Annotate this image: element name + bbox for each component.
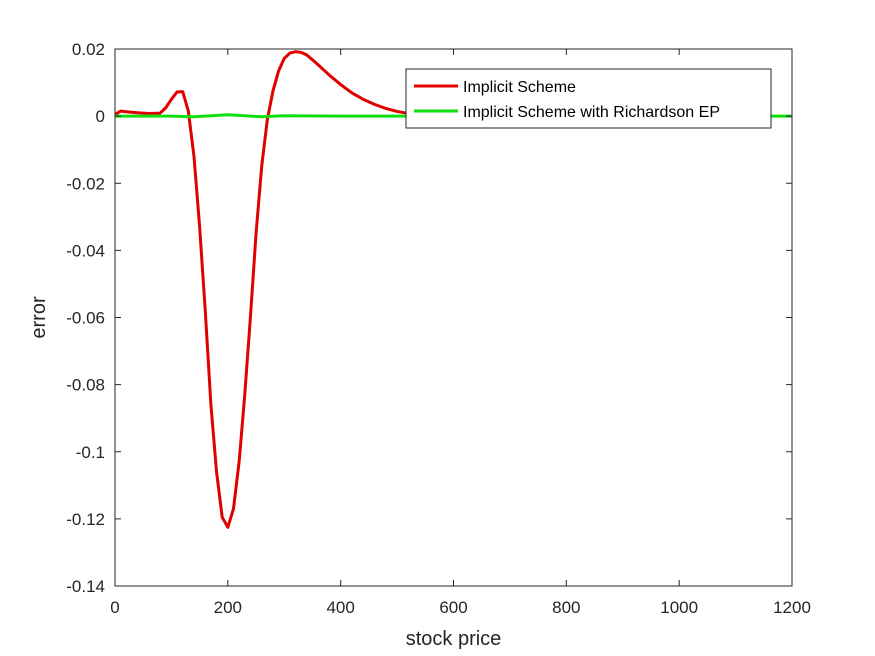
y-tick-label: -0.1: [76, 443, 105, 462]
x-tick-label: 1200: [773, 598, 811, 617]
x-tick-label: 400: [326, 598, 354, 617]
y-tick-label: -0.12: [66, 510, 105, 529]
y-tick-label: -0.04: [66, 241, 105, 260]
y-tick-label: 0.02: [72, 40, 105, 59]
legend: Implicit Scheme Implicit Scheme with Rich…: [405, 68, 772, 129]
y-tick-label: -0.06: [66, 309, 105, 328]
x-axis-label: stock price: [406, 628, 502, 650]
x-tick-label: 600: [439, 598, 467, 617]
y-tick-label: -0.08: [66, 376, 105, 395]
x-tick-label: 200: [214, 598, 242, 617]
legend-box: [405, 68, 772, 129]
series-line-1: [115, 50, 410, 529]
x-tick-label: 800: [552, 598, 580, 617]
y-axis: 0.02 0 -0.02 -0.04 -0.06 -0.08 -0.1 -0.12 -0.14: [66, 40, 792, 596]
x-tick-label: 1000: [660, 598, 698, 617]
x-axis: 0 200 400 600 800 1000 1200: [110, 49, 811, 617]
y-axis-label: error: [28, 296, 50, 339]
x-tick-label: 0: [110, 598, 119, 617]
legend-entry-label: Implicit Scheme with Richardson EP: [463, 104, 720, 121]
legend-entry-label: Implicit Scheme: [463, 79, 576, 96]
y-tick-label: -0.14: [66, 577, 105, 596]
y-tick-label: -0.02: [66, 174, 105, 193]
y-tick-label: 0: [96, 107, 105, 126]
